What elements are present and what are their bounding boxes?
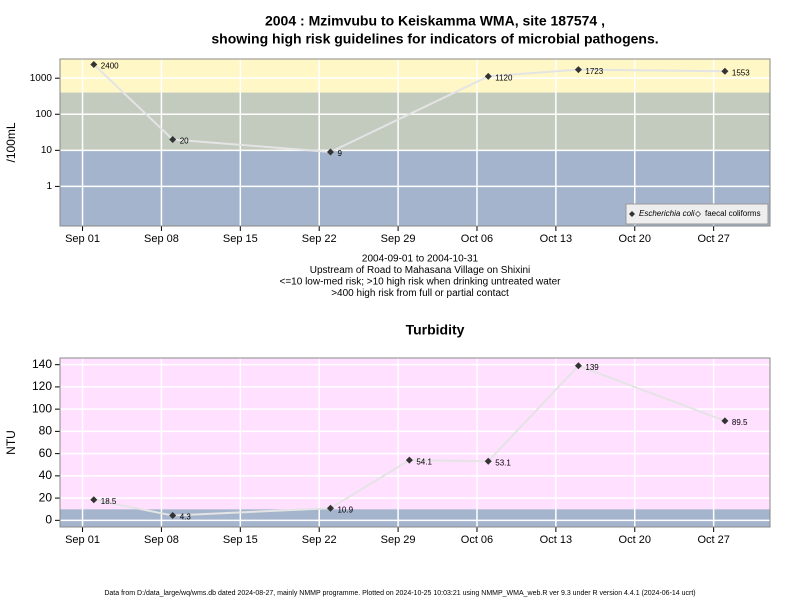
x-tick-label: Sep 01 [65, 233, 100, 245]
x-tick-label: Sep 01 [65, 534, 100, 546]
y-axis-label: /100mL [4, 122, 18, 162]
plot-frame [59, 357, 771, 528]
data-label: 2400 [101, 62, 119, 71]
data-point [90, 60, 98, 68]
x-tick-label: Oct 20 [619, 233, 651, 245]
data-point [169, 512, 177, 520]
data-point [405, 456, 413, 464]
data-point [721, 417, 729, 425]
y-tick-label: 40 [39, 468, 53, 482]
y-tick-label: 120 [32, 379, 52, 393]
data-label: 1723 [585, 67, 603, 76]
y-tick-label: 60 [39, 446, 53, 460]
data-label: 89.5 [732, 418, 748, 427]
legend-label: Escherichia coli [639, 209, 695, 218]
y-axis-label: NTU [4, 430, 18, 455]
legend-label: faecal coliforms [705, 209, 761, 218]
y-tick-label: 1 [46, 181, 52, 192]
data-label: 53.1 [495, 458, 511, 467]
data-point [169, 135, 177, 143]
data-label: 54.1 [416, 457, 432, 466]
x-tick-label: Oct 27 [697, 233, 729, 245]
data-point [574, 66, 582, 74]
chart-title: Turbidity [406, 322, 465, 338]
x-tick-label: Sep 15 [223, 534, 258, 546]
x-tick-label: Sep 22 [302, 233, 337, 245]
plot-frame [59, 58, 771, 227]
chart-title: showing high risk guidelines for indicat… [211, 31, 658, 47]
risk-band [60, 92, 770, 151]
data-point [484, 457, 492, 465]
series-line [93, 63, 725, 154]
x-tick-label: Sep 15 [223, 233, 258, 245]
data-label: 139 [585, 363, 599, 372]
x-tick-label: Oct 20 [619, 534, 651, 546]
x-tick-label: Sep 08 [144, 233, 179, 245]
data-point [721, 67, 729, 75]
y-tick-label: 0 [45, 513, 52, 527]
x-tick-label: Oct 13 [540, 233, 572, 245]
chart-title: 2004 : Mzimvubu to Keiskamma WMA, site 1… [265, 13, 605, 29]
legend-marker [695, 211, 701, 217]
data-label: 1120 [495, 74, 513, 83]
note: Upstream of Road to Mahasana Village on … [310, 265, 531, 276]
y-tick-label: 20 [39, 490, 53, 504]
note: >400 high risk from full or partial cont… [331, 288, 509, 299]
y-tick-label: 80 [39, 424, 53, 438]
y-tick-label: 100 [35, 109, 52, 120]
risk-band [60, 509, 770, 527]
y-tick-label: 1000 [30, 73, 53, 84]
x-tick-label: Oct 27 [697, 534, 729, 546]
risk-band [60, 358, 770, 510]
data-point [574, 362, 582, 370]
x-tick-label: Oct 13 [540, 534, 572, 546]
y-tick-label: 100 [32, 401, 52, 415]
x-tick-label: Oct 06 [461, 534, 493, 546]
legend-marker [629, 211, 635, 217]
data-point [484, 72, 492, 80]
data-point [90, 496, 98, 504]
data-label: 18.5 [101, 497, 117, 506]
x-tick-label: Sep 29 [381, 233, 416, 245]
note: 2004-09-01 to 2004-10-31 [362, 254, 479, 265]
y-tick-label: 140 [32, 357, 52, 371]
risk-band [60, 59, 770, 93]
x-tick-label: Sep 08 [144, 534, 179, 546]
y-tick-label: 10 [41, 145, 53, 156]
data-point [326, 504, 334, 512]
x-tick-label: Sep 22 [302, 534, 337, 546]
data-label: 1553 [732, 68, 750, 77]
data-label: 10.9 [337, 505, 353, 514]
footer: Data from D:/data_large/wq/wms.db dated … [104, 590, 695, 597]
data-label: 20 [180, 137, 189, 146]
x-tick-label: Sep 29 [381, 534, 416, 546]
data-label: 9 [337, 149, 342, 158]
note: <=10 low-med risk; >10 high risk when dr… [280, 277, 562, 288]
x-tick-label: Oct 06 [461, 233, 493, 245]
data-point [326, 148, 334, 156]
data-label: 4.3 [180, 513, 192, 522]
